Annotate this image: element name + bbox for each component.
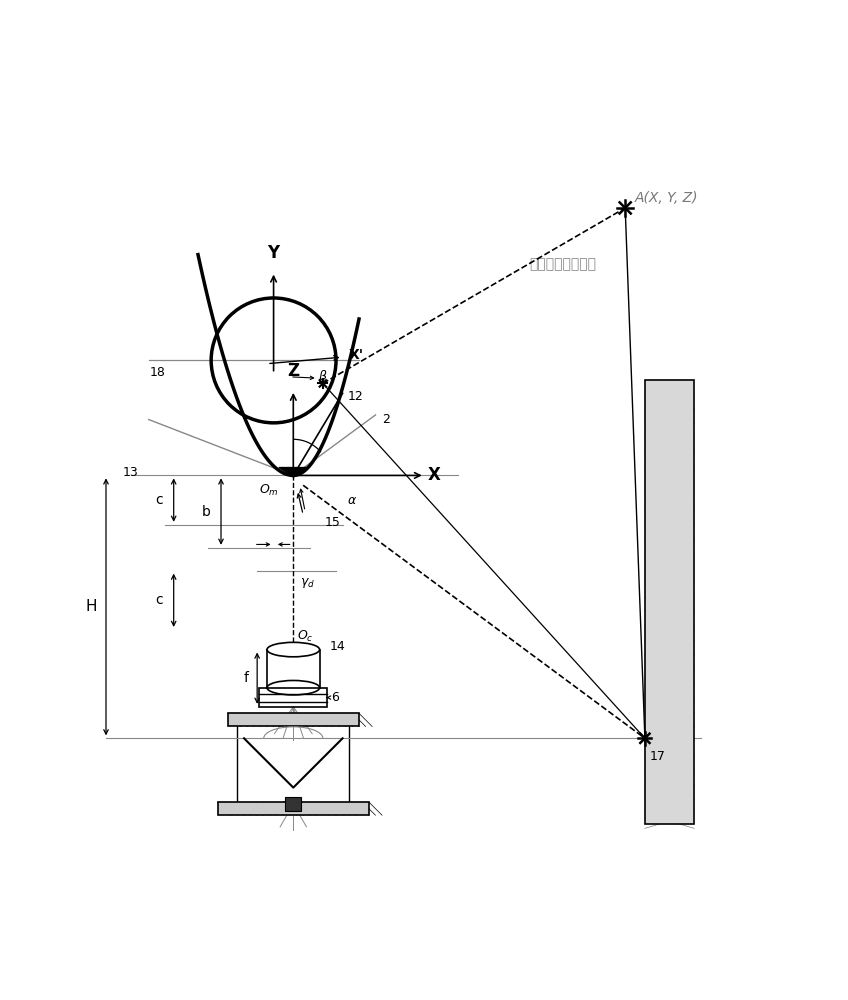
Text: Z: Z	[287, 362, 299, 380]
Text: 15: 15	[325, 516, 341, 529]
Text: X: X	[428, 466, 441, 484]
Text: Y: Y	[267, 244, 280, 262]
Text: A(X, Y, Z): A(X, Y, Z)	[635, 191, 699, 205]
Text: $\beta$: $\beta$	[318, 368, 328, 385]
Bar	[286, 797, 301, 811]
Text: c: c	[155, 493, 162, 507]
Text: 6: 6	[331, 691, 338, 704]
Text: c: c	[155, 593, 162, 607]
Text: 2: 2	[382, 413, 390, 426]
Bar	[259, 688, 327, 707]
Text: f: f	[243, 671, 248, 685]
Text: 17: 17	[650, 750, 666, 763]
Text: $\gamma_d$: $\gamma_d$	[300, 576, 315, 590]
Text: 14: 14	[329, 640, 345, 653]
Text: 12: 12	[348, 390, 364, 403]
Text: 13: 13	[123, 466, 139, 479]
Text: $O_c$: $O_c$	[297, 629, 313, 644]
Text: b: b	[202, 505, 210, 519]
Bar	[218, 802, 369, 815]
Text: H: H	[85, 599, 97, 614]
Text: 实物三维空间坐标: 实物三维空间坐标	[529, 257, 596, 271]
Text: 18: 18	[149, 366, 165, 379]
Bar	[227, 713, 359, 726]
Text: $O_m$: $O_m$	[259, 483, 279, 498]
Bar	[644, 380, 695, 824]
Text: $\alpha$: $\alpha$	[347, 494, 357, 507]
Polygon shape	[279, 468, 308, 476]
Text: X': X'	[349, 348, 365, 362]
